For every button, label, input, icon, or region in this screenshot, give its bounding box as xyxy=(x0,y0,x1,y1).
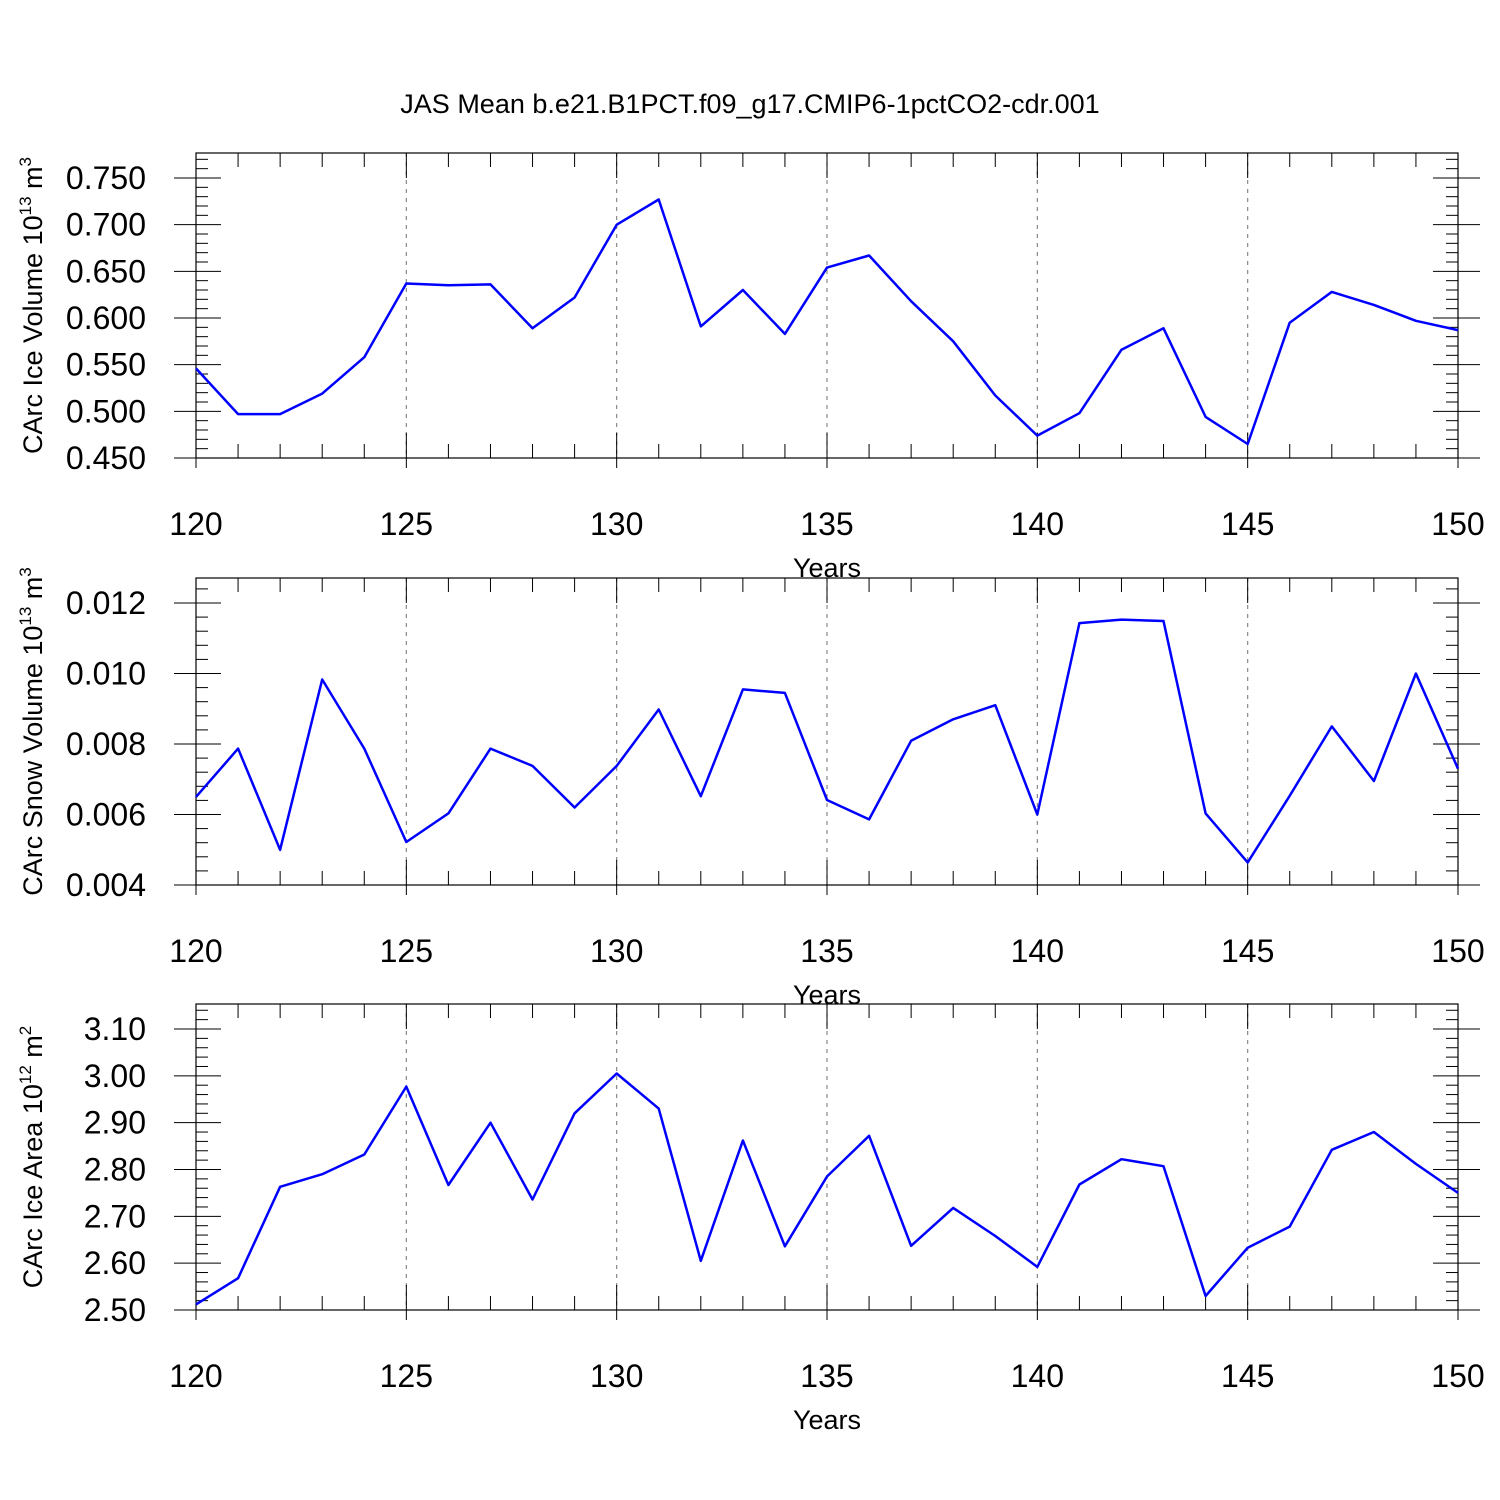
y-tick-label: 2.80 xyxy=(84,1152,146,1188)
y-axis-label-exponent: 12 xyxy=(16,1065,35,1084)
x-tick-label: 150 xyxy=(1431,506,1484,542)
x-tick-label: 120 xyxy=(169,933,222,969)
x-tick-label: 120 xyxy=(169,506,222,542)
y-tick-label: 0.010 xyxy=(66,656,146,692)
x-tick-label: 125 xyxy=(380,1358,433,1394)
y-axis-label-exponent: 13 xyxy=(16,196,35,215)
series-line xyxy=(195,1072,1459,1306)
y-tick-label: 2.50 xyxy=(84,1292,146,1328)
x-tick-label: 145 xyxy=(1221,933,1274,969)
x-tick-label: 120 xyxy=(169,1358,222,1394)
x-tick-label: 130 xyxy=(590,506,643,542)
x-tick-label: 140 xyxy=(1011,506,1064,542)
x-tick-label: 125 xyxy=(380,506,433,542)
x-tick-label: 145 xyxy=(1221,1358,1274,1394)
x-tick-label: 135 xyxy=(800,933,853,969)
y-tick-label: 0.008 xyxy=(66,726,146,762)
x-tick-label: 135 xyxy=(800,506,853,542)
x-tick-label: 130 xyxy=(590,933,643,969)
y-tick-label: 0.750 xyxy=(66,160,146,196)
y-tick-label: 2.60 xyxy=(84,1245,146,1281)
y-axis-label-main: CArc Ice Volume 10 xyxy=(18,215,48,454)
x-axis-label: Years xyxy=(793,1405,861,1435)
y-axis-label-exponent: 13 xyxy=(16,607,35,626)
y-tick-label: 3.10 xyxy=(84,1011,146,1047)
y-axis-label: CArc Ice Volume 1013 m3 xyxy=(16,157,48,454)
x-tick-label: 145 xyxy=(1221,506,1274,542)
y-tick-label: 0.006 xyxy=(66,797,146,833)
y-axis-label-unit: m xyxy=(18,1035,48,1065)
y-axis-label-unit: m xyxy=(18,577,48,607)
y-axis-label: CArc Snow Volume 1013 m3 xyxy=(16,567,48,896)
x-tick-label: 135 xyxy=(800,1358,853,1394)
y-axis-label-main: CArc Snow Volume 10 xyxy=(18,626,48,896)
y-tick-label: 0.700 xyxy=(66,207,146,243)
chart-title: JAS Mean b.e21.B1PCT.f09_g17.CMIP6-1pctC… xyxy=(400,89,1099,119)
y-tick-label: 2.70 xyxy=(84,1198,146,1234)
y-tick-label: 2.90 xyxy=(84,1105,146,1141)
x-tick-label: 130 xyxy=(590,1358,643,1394)
x-tick-label: 150 xyxy=(1431,933,1484,969)
y-tick-label: 0.450 xyxy=(66,440,146,476)
x-tick-label: 140 xyxy=(1011,933,1064,969)
y-axis-label-unit-power: 3 xyxy=(16,157,35,166)
panel-3: 2.50 2.60 2.70 2.80 2.90 3.00 3.10 120 125 130 135… xyxy=(16,1003,1485,1435)
x-tick-label: 125 xyxy=(380,933,433,969)
y-tick-label: 3.00 xyxy=(84,1058,146,1094)
y-axis-label-unit: m xyxy=(18,166,48,196)
y-tick-label: 0.600 xyxy=(66,300,146,336)
y-tick-label: 0.012 xyxy=(66,585,146,621)
x-tick-label: 140 xyxy=(1011,1358,1064,1394)
y-axis-label-unit-power: 2 xyxy=(16,1026,35,1035)
y-axis-label-unit-power: 3 xyxy=(16,567,35,576)
panels: 0.450 0.500 0.550 0.600 0.650 0.700 0.750 120 12… xyxy=(16,152,1485,1435)
panel-1: 0.450 0.500 0.550 0.600 0.650 0.700 0.750 120 12… xyxy=(16,152,1485,583)
x-tick-label: 150 xyxy=(1431,1358,1484,1394)
y-tick-label: 0.004 xyxy=(66,867,146,903)
y-axis-label: CArc Ice Area 1012 m2 xyxy=(16,1026,48,1289)
y-tick-label: 0.550 xyxy=(66,347,146,383)
y-tick-label: 0.650 xyxy=(66,253,146,289)
y-tick-label: 0.500 xyxy=(66,393,146,429)
y-axis-label-main: CArc Ice Area 10 xyxy=(18,1084,48,1288)
panel-2: 0.004 0.006 0.008 0.010 0.012 120 125 130 135 140… xyxy=(16,567,1485,1010)
